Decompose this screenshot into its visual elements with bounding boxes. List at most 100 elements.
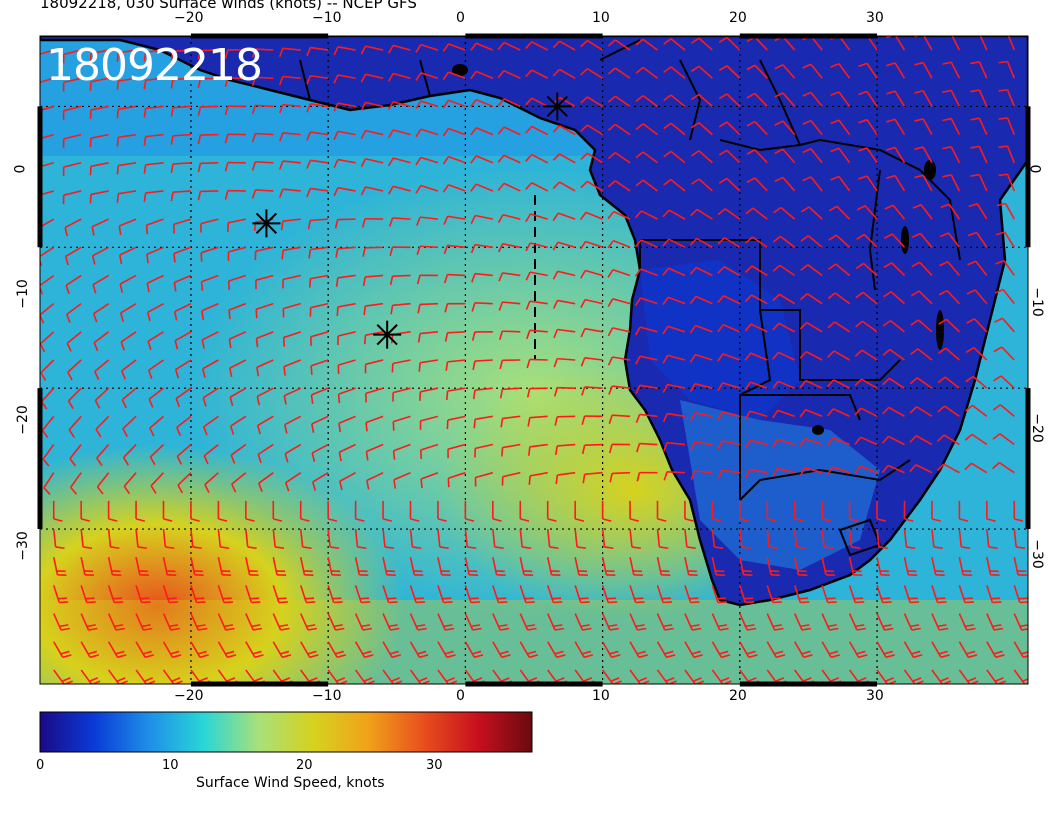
wind-barb: [67, 359, 82, 381]
wind-barb: [858, 147, 878, 164]
wind-barb: [608, 443, 631, 454]
wind-barb: [656, 613, 674, 631]
wind-barb: [228, 359, 247, 378]
wind-barb: [143, 133, 164, 146]
wind-barb: [690, 208, 713, 220]
wind-barb: [745, 468, 768, 478]
wind-barb: [387, 100, 411, 110]
wind-barb: [197, 190, 219, 201]
wind-barb: [135, 500, 145, 522]
wind-barb: [607, 180, 631, 192]
wind-barb: [474, 443, 494, 458]
wind-barb: [581, 443, 603, 455]
wind-barb: [876, 585, 892, 604]
wind-barb: [691, 65, 713, 79]
wind-barb: [519, 500, 530, 522]
wind-barb: [774, 64, 796, 79]
wind-barb: [174, 331, 192, 350]
wind-barb: [526, 358, 548, 369]
wind-barb: [848, 528, 861, 550]
wind-barb: [937, 434, 960, 446]
wind-barb: [80, 528, 93, 550]
wind-barb: [149, 443, 165, 466]
wind-barb: [525, 213, 548, 223]
wind-barb: [552, 212, 576, 222]
wind-barb: [416, 274, 438, 285]
wind-barb: [580, 96, 604, 108]
wind-barb: [256, 415, 274, 435]
wind-barb: [711, 557, 726, 577]
wind-barb: [525, 153, 549, 164]
wind-barb: [854, 436, 878, 446]
wind-barb: [40, 133, 54, 140]
wind-barb: [772, 351, 796, 361]
wind-barb: [445, 359, 466, 371]
wind-barb: [40, 190, 54, 196]
wind-barb: [931, 613, 949, 631]
wind-barb: [942, 61, 961, 79]
wind-barb: [635, 151, 658, 164]
wind-barb: [574, 641, 594, 659]
wind-barb: [525, 125, 549, 136]
wind-barb: [308, 274, 329, 288]
wind-barb: [203, 443, 219, 465]
wind-barb: [227, 246, 247, 261]
wind-barb: [718, 93, 741, 108]
top-tick: 0: [456, 10, 465, 26]
wind-barb: [881, 464, 905, 474]
wind-barb: [42, 444, 55, 467]
wind-barb: [607, 210, 631, 220]
wind-barb: [691, 178, 713, 192]
markers: [252, 92, 572, 349]
wind-barb: [227, 274, 247, 291]
wind-barb: [437, 585, 453, 604]
wind-barb: [200, 218, 219, 233]
wind-barb: [608, 385, 631, 395]
wind-barb: [684, 613, 702, 631]
wind-barb: [717, 440, 740, 450]
wind-barb: [938, 318, 960, 333]
wind-barb: [931, 528, 943, 550]
wind-barb: [299, 557, 314, 577]
wind-barb: [689, 382, 713, 392]
wind-barb: [310, 331, 329, 346]
lakes: [452, 64, 944, 435]
wind-barb: [174, 359, 192, 379]
wind-barb: [903, 528, 916, 550]
wind-barb: [119, 302, 137, 322]
wind-barb: [601, 613, 619, 631]
wind-barb: [170, 49, 192, 61]
wind-barb: [793, 528, 806, 550]
wind-barb: [95, 415, 110, 438]
wind-barb: [282, 302, 301, 318]
wind-barb: [717, 469, 740, 479]
wind-barb: [689, 324, 713, 334]
wind-barb: [62, 190, 82, 205]
wind-barb: [958, 641, 978, 659]
wind-barb: [52, 528, 65, 550]
wind-barb: [339, 471, 356, 491]
wind-barbs: [40, 36, 1028, 684]
wind-barb: [773, 206, 796, 220]
wind-barb: [389, 274, 411, 286]
wind-barb: [360, 158, 384, 168]
wind-barb: [338, 443, 356, 462]
wind-barb: [993, 375, 1015, 389]
wind-barb: [89, 133, 109, 148]
wind-barb: [580, 152, 604, 164]
wind-barb: [942, 117, 961, 135]
wind-barb: [272, 500, 283, 522]
bottom-tick: −20: [174, 688, 204, 704]
wind-barb: [278, 132, 301, 142]
wind-barb: [663, 441, 686, 452]
wind-barb: [634, 239, 658, 249]
wind-barb: [307, 218, 329, 230]
wind-barb: [149, 415, 165, 437]
wind-barb: [409, 528, 422, 550]
wind-barb: [718, 121, 741, 136]
wind-barb: [170, 105, 192, 117]
wind-barb: [525, 182, 549, 192]
wind-barb: [473, 415, 493, 429]
wind-barb: [965, 375, 988, 389]
wind-barb: [793, 613, 812, 631]
